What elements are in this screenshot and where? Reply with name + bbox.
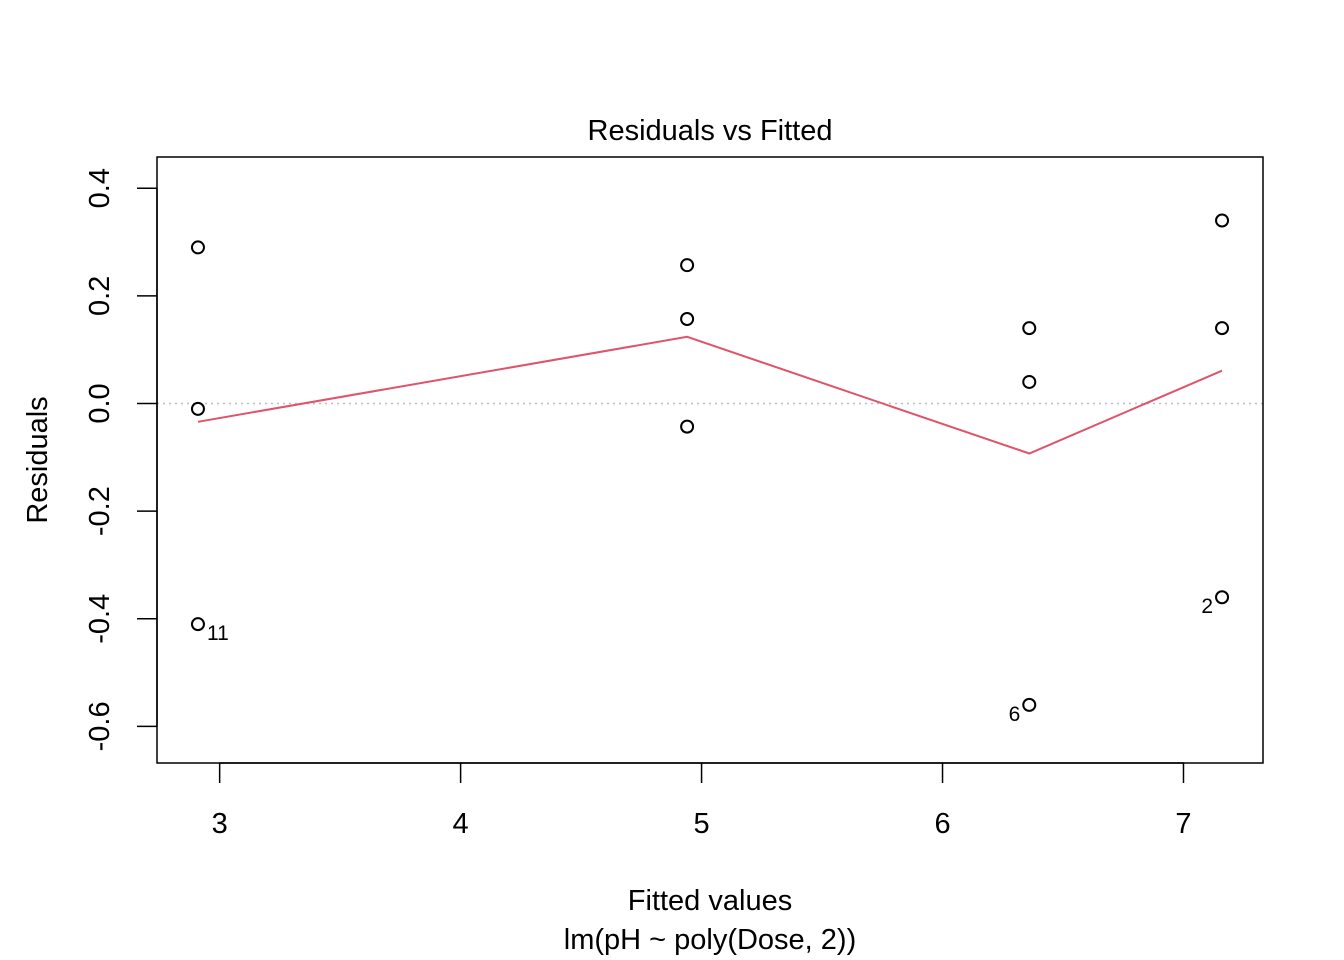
x-tick-label: 5 <box>693 808 709 840</box>
point-label: 2 <box>1201 595 1213 618</box>
point-label: 6 <box>1009 703 1021 726</box>
smooth-trend-line <box>197 335 1223 455</box>
point-label: 11 <box>207 622 229 645</box>
y-tick-label: -0.2 <box>84 486 116 536</box>
y-axis: -0.6 -0.4 -0.2 0.0 0.2 0.4 <box>84 168 158 751</box>
data-point <box>1022 321 1037 336</box>
x-axis: 3 4 5 6 7 <box>212 762 1192 840</box>
smooth-line-layer <box>197 335 1223 455</box>
data-point <box>1022 374 1037 389</box>
x-tick-label: 7 <box>1175 808 1191 840</box>
y-tick-label: -0.4 <box>84 594 116 644</box>
x-tick-label: 6 <box>934 808 950 840</box>
data-point <box>1215 321 1230 336</box>
data-point <box>190 240 205 255</box>
chart-title: Residuals vs Fitted <box>588 115 833 147</box>
data-point <box>1022 697 1037 712</box>
data-point <box>680 311 695 326</box>
data-point <box>190 401 205 416</box>
x-tick-label: 3 <box>212 808 228 840</box>
data-point <box>680 419 695 434</box>
y-tick-label: 0.2 <box>84 276 116 316</box>
y-tick-label: -0.6 <box>84 701 116 751</box>
y-axis-label: Residuals <box>22 396 54 523</box>
point-labels-layer: 11 6 2 <box>207 595 1213 726</box>
x-axis-label: Fitted values <box>628 885 792 917</box>
y-tick-label: 0.0 <box>84 383 116 423</box>
data-point <box>680 258 695 273</box>
y-tick-label: 0.4 <box>84 168 116 208</box>
x-axis-sublabel: lm(pH ~ poly(Dose, 2)) <box>564 924 857 956</box>
data-point <box>1215 213 1230 228</box>
data-point <box>190 617 205 632</box>
data-point <box>1215 590 1230 605</box>
points-layer <box>190 213 1230 712</box>
x-tick-label: 4 <box>453 808 469 840</box>
